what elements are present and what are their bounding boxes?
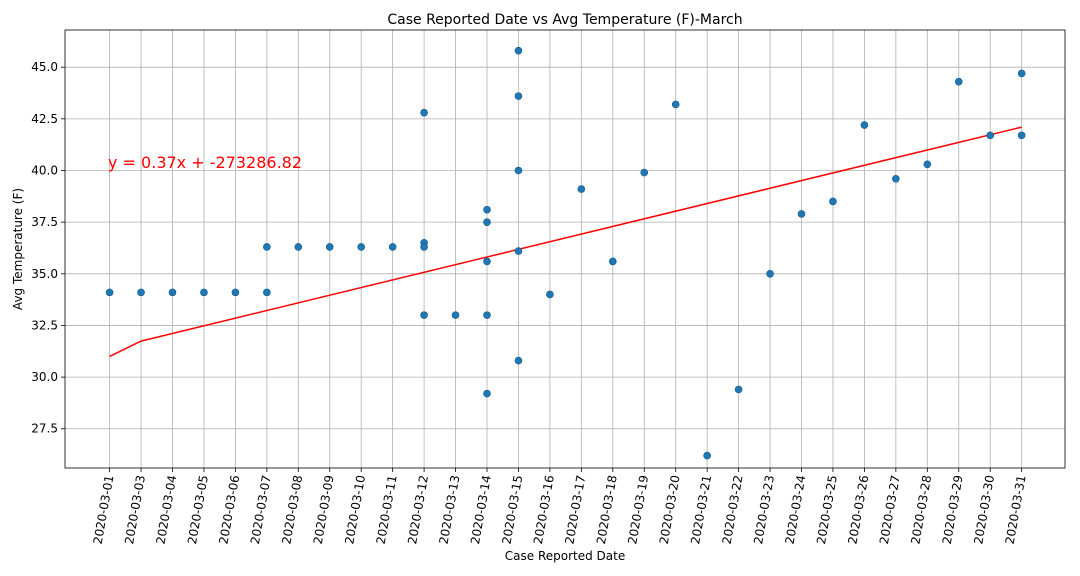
- x-tick-label: 2020-03-13: [437, 474, 463, 545]
- x-tick-label: 2020-03-07: [248, 474, 274, 545]
- data-point: [105, 288, 114, 297]
- x-tick-label: 2020-03-22: [720, 474, 746, 545]
- y-tick-label: 30.0: [31, 370, 58, 384]
- data-point: [1017, 69, 1026, 78]
- x-tick-label: 2020-03-08: [279, 474, 305, 545]
- x-tick-label: 2020-03-21: [688, 474, 714, 545]
- x-tick-label: 2020-03-17: [562, 474, 588, 545]
- data-point: [514, 166, 523, 175]
- plot-frame: [64, 29, 1066, 469]
- y-tick-label: 32.5: [31, 318, 58, 332]
- data-point: [514, 247, 523, 255]
- data-point: [892, 174, 900, 183]
- data-point: [703, 451, 711, 460]
- data-point: [640, 168, 649, 177]
- chart-title: Case Reported Date vs Avg Temperature (F…: [387, 12, 742, 28]
- grid: [65, 30, 1065, 468]
- data-point: [357, 243, 366, 251]
- x-tick-label: 2020-03-04: [154, 474, 180, 545]
- data-point: [168, 288, 177, 297]
- x-axis: 2020-03-01 2020-03-03 2020-03-04 2020-03-05…: [91, 468, 1029, 545]
- data-point: [420, 243, 428, 251]
- x-tick-label: 2020-03-20: [657, 474, 683, 545]
- data-point: [263, 243, 271, 251]
- y-tick-label: 42.5: [31, 112, 58, 126]
- y-tick-label: 27.5: [31, 422, 58, 436]
- data-point: [231, 288, 240, 297]
- x-tick-label: 2020-03-23: [751, 474, 777, 545]
- data-point: [986, 131, 995, 140]
- data-point: [294, 243, 303, 251]
- data-point: [766, 269, 774, 278]
- data-point: [483, 311, 491, 319]
- data-point: [483, 205, 491, 214]
- x-tick-label: 2020-03-15: [500, 474, 526, 545]
- data-point: [451, 311, 460, 319]
- data-point: [514, 92, 523, 100]
- x-axis-title: Case Reported Date: [505, 549, 625, 563]
- x-tick-label: 2020-03-09: [311, 474, 337, 545]
- trendline-layer: [109, 126, 1022, 358]
- x-tick-label: 2020-03-18: [594, 474, 620, 545]
- trendline-equation: y = 0.37x + -273286.82: [108, 153, 302, 172]
- data-point: [325, 243, 334, 251]
- y-axis-title: Avg Temperature (F): [11, 188, 25, 310]
- trendline: [109, 126, 1022, 358]
- x-tick-label: 2020-03-27: [877, 474, 903, 545]
- x-tick-label: 2020-03-28: [908, 474, 934, 545]
- data-point: [483, 389, 491, 398]
- y-tick-label: 37.5: [31, 215, 58, 229]
- data-point: [514, 356, 523, 365]
- data-point: [797, 210, 806, 218]
- data-point: [388, 243, 397, 251]
- x-tick-label: 2020-03-10: [342, 474, 368, 545]
- data-point: [483, 218, 491, 226]
- x-tick-label: 2020-03-01: [91, 474, 117, 545]
- data-point: [420, 108, 428, 117]
- x-tick-label: 2020-03-19: [625, 474, 651, 545]
- x-tick-label: 2020-03-25: [814, 474, 840, 545]
- data-point: [514, 46, 523, 55]
- y-tick-label: 45.0: [31, 60, 58, 74]
- x-tick-label: 2020-03-30: [971, 474, 997, 545]
- data-point: [954, 77, 963, 86]
- data-point: [263, 288, 271, 297]
- x-tick-label: 2020-03-06: [216, 474, 242, 545]
- x-tick-label: 2020-03-11: [374, 474, 400, 545]
- data-point: [860, 121, 869, 129]
- data-point: [671, 100, 680, 109]
- x-tick-label: 2020-03-03: [122, 474, 148, 545]
- data-point: [734, 385, 743, 394]
- x-tick-label: 2020-03-24: [783, 474, 809, 545]
- data-point: [923, 160, 932, 169]
- data-point: [483, 257, 491, 266]
- x-tick-label: 2020-03-05: [185, 474, 211, 545]
- data-point: [200, 288, 208, 297]
- points-layer: [105, 46, 1026, 460]
- x-tick-label: 2020-03-16: [531, 474, 557, 545]
- data-point: [420, 311, 428, 319]
- y-axis: 27.5 30.0 32.5 35.0 37.5 40.0 42.5 45.0: [31, 60, 65, 436]
- data-point: [546, 290, 554, 299]
- data-point: [608, 257, 617, 266]
- x-tick-label: 2020-03-14: [468, 474, 494, 545]
- y-tick-label: 40.0: [31, 163, 58, 177]
- x-tick-label: 2020-03-12: [405, 474, 431, 545]
- data-point: [577, 185, 586, 193]
- data-point: [137, 288, 145, 297]
- y-tick-label: 35.0: [31, 267, 58, 281]
- data-point: [1017, 131, 1026, 140]
- data-point: [829, 197, 837, 206]
- x-tick-label: 2020-03-26: [845, 474, 871, 545]
- x-tick-label: 2020-03-31: [1003, 474, 1029, 545]
- x-tick-label: 2020-03-29: [940, 474, 966, 545]
